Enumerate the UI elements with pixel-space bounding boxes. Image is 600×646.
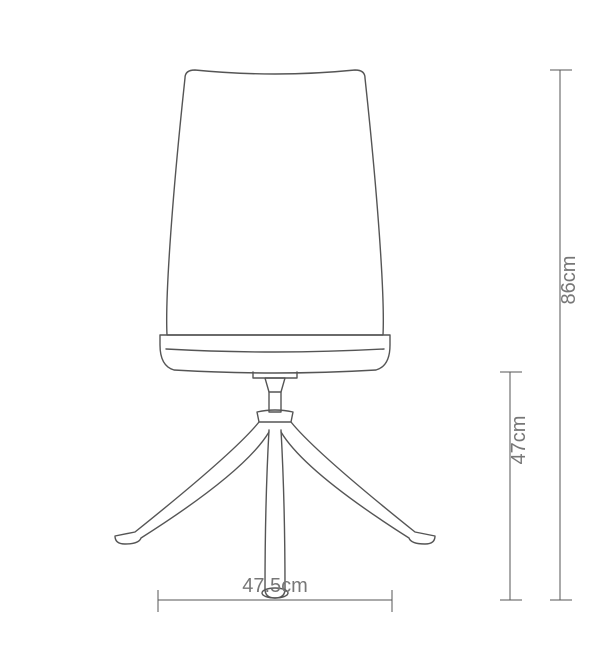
dimension-labels: 47.5cm 47cm 86cm (242, 256, 580, 597)
chair-backrest (167, 70, 384, 335)
chair-seat-lip (166, 349, 384, 352)
dim-seat-height-label: 47cm (508, 416, 530, 465)
chair-outline (115, 70, 435, 598)
dim-width-label: 47.5cm (242, 575, 308, 597)
dimension-lines (158, 70, 572, 612)
chair-leg-front (265, 430, 285, 598)
chair-post-shaft (269, 392, 281, 412)
dim-total-height-label: 86cm (558, 256, 580, 305)
chair-dimension-drawing: 47.5cm 47cm 86cm (0, 0, 600, 646)
chair-post-collar (265, 378, 285, 392)
chair-seat (160, 335, 390, 373)
chair-leg-rear-left (115, 422, 269, 544)
chair-leg-rear-right (281, 422, 435, 544)
